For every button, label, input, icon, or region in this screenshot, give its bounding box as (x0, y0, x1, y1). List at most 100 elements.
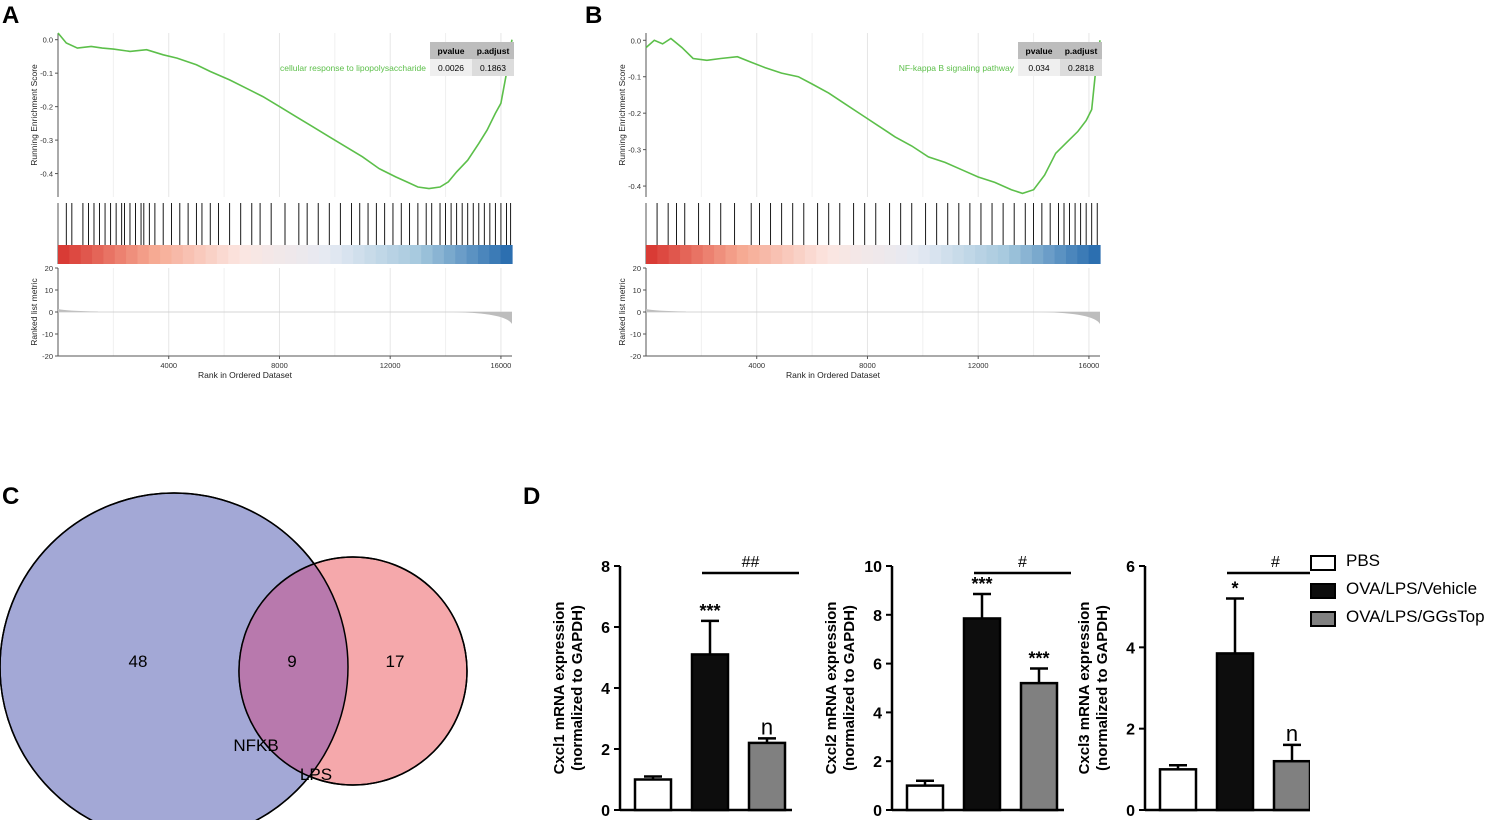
rank-color-cell (918, 245, 931, 264)
significance-mark: n (1286, 721, 1298, 746)
enrichment-curve (645, 37, 1101, 195)
rank-color-cell (736, 245, 749, 264)
rank-color-cell (691, 245, 704, 264)
rank-color-cell (477, 245, 490, 264)
rank-axis-title: Ranked list metric (29, 277, 39, 345)
bar-y-tick-label: 0 (873, 803, 882, 820)
x-tick-label: 12000 (380, 361, 401, 370)
panel-letter-c: C (2, 483, 20, 510)
rank-color-cell (804, 245, 817, 264)
rank-color-cell (646, 245, 658, 264)
rank-color-cell (1020, 245, 1033, 264)
rank-metric-positive (646, 309, 686, 312)
rank-color-cell (137, 245, 150, 264)
rank-color-cell (952, 245, 965, 264)
bar (690, 653, 730, 812)
rank-color-cell (114, 245, 127, 264)
venn-label-lps: LPS (300, 765, 332, 784)
x-tick-label: 16000 (490, 361, 511, 370)
rank-color-cell (455, 245, 468, 264)
rank-color-cell (126, 245, 139, 264)
bar-y-tick-label: 6 (1126, 559, 1135, 576)
table-value: 0.1863 (480, 63, 506, 73)
rank-color-cell (330, 245, 343, 264)
rank-color-cell (443, 245, 456, 264)
rank-color-cell (975, 245, 988, 264)
rank-tick-label: 20 (45, 264, 53, 273)
rank-color-cell (1077, 245, 1090, 264)
rank-color-cell (319, 245, 331, 264)
rank-color-cell (194, 245, 207, 264)
venn-outline-lps (238, 556, 468, 786)
rank-color-cell (907, 245, 919, 264)
rank-tick-label: -20 (630, 352, 641, 361)
rank-color-cell (1043, 245, 1056, 264)
significance-mark: *** (1028, 648, 1049, 668)
es-tick-label: 0.0 (631, 36, 641, 45)
comparison-label: ## (742, 554, 760, 571)
es-tick-label: -0.2 (628, 109, 641, 118)
bar (1272, 759, 1310, 812)
rank-color-cell (702, 245, 715, 264)
table-header: pvalue (1026, 46, 1053, 56)
comparison-label: # (1271, 554, 1280, 571)
table-value-cell (430, 59, 472, 76)
venn-diagram: 48 9 17 NFKB LPS (0, 492, 468, 820)
venn-overlap (239, 557, 348, 785)
rank-metric-negative (452, 312, 512, 324)
rank-color-cell (228, 245, 241, 264)
significance-mark: *** (971, 574, 992, 594)
rank-tick-label: 10 (633, 286, 641, 295)
venn-label-nfkb: NFKB (233, 736, 278, 755)
legend-label: PBS (1346, 551, 1381, 570)
rank-axis-title: Ranked list metric (617, 277, 627, 345)
rank-color-cell (148, 245, 161, 264)
bar-y-axis-title: Cxcl1 mRNA expression (551, 602, 568, 775)
rank-color-cell (827, 245, 840, 264)
rank-tick-label: 10 (45, 286, 53, 295)
rank-color-cell (466, 245, 479, 264)
rank-color-cell (262, 245, 275, 264)
rank-color-cell (793, 245, 806, 264)
bar (1215, 652, 1255, 812)
panel-letter-a: A (2, 2, 20, 29)
rank-color-cell (160, 245, 173, 264)
es-tick-label: -0.2 (40, 103, 53, 112)
legend-swatch-pbs (1310, 555, 1336, 571)
rank-color-cell (997, 245, 1010, 264)
bar-y-axis-title: (normalized to GAPDH) (569, 605, 586, 771)
es-tick-label: -0.4 (628, 182, 641, 191)
pathway-name: NF-kappa B signaling pathway (899, 63, 1015, 73)
rank-color-cell (273, 245, 286, 264)
rank-color-cell (759, 245, 772, 264)
rank-color-cell (725, 245, 738, 264)
rank-color-cell (432, 245, 445, 264)
rank-color-cell (387, 245, 400, 264)
rank-color-cell (250, 245, 263, 264)
rank-tick-label: 20 (633, 264, 641, 273)
rank-color-cell (296, 245, 309, 264)
rank-color-cell (500, 245, 513, 264)
es-axis-title: Running Enrichment Score (617, 64, 627, 166)
x-tick-label: 4000 (748, 361, 765, 370)
rank-color-cell (92, 245, 104, 264)
table-value-cell (1060, 59, 1102, 76)
es-tick-label: -0.3 (628, 146, 641, 155)
gsea-plot-b: 0.0 -0.1 -0.2 -0.3 -0.4 20 10 0 -10 -20 4000 8000 12… (617, 33, 1102, 380)
rank-color-cell (353, 245, 366, 264)
rank-color-cell (1031, 245, 1044, 264)
x-tick-label: 4000 (160, 361, 177, 370)
rank-color-cell (963, 245, 976, 264)
legend-swatch-ggstop (1310, 611, 1336, 627)
table-header-cell (1018, 42, 1060, 59)
rank-color-cell (873, 245, 885, 264)
bar (633, 778, 673, 812)
bar-y-tick-label: 2 (601, 742, 610, 759)
x-axis-title: Rank in Ordered Dataset (198, 370, 293, 380)
rank-color-cell (838, 245, 851, 264)
rank-color-cell (895, 245, 908, 264)
rank-color-cell (680, 245, 692, 264)
rank-color-cell (782, 245, 795, 264)
bar-y-tick-label: 0 (601, 803, 610, 820)
